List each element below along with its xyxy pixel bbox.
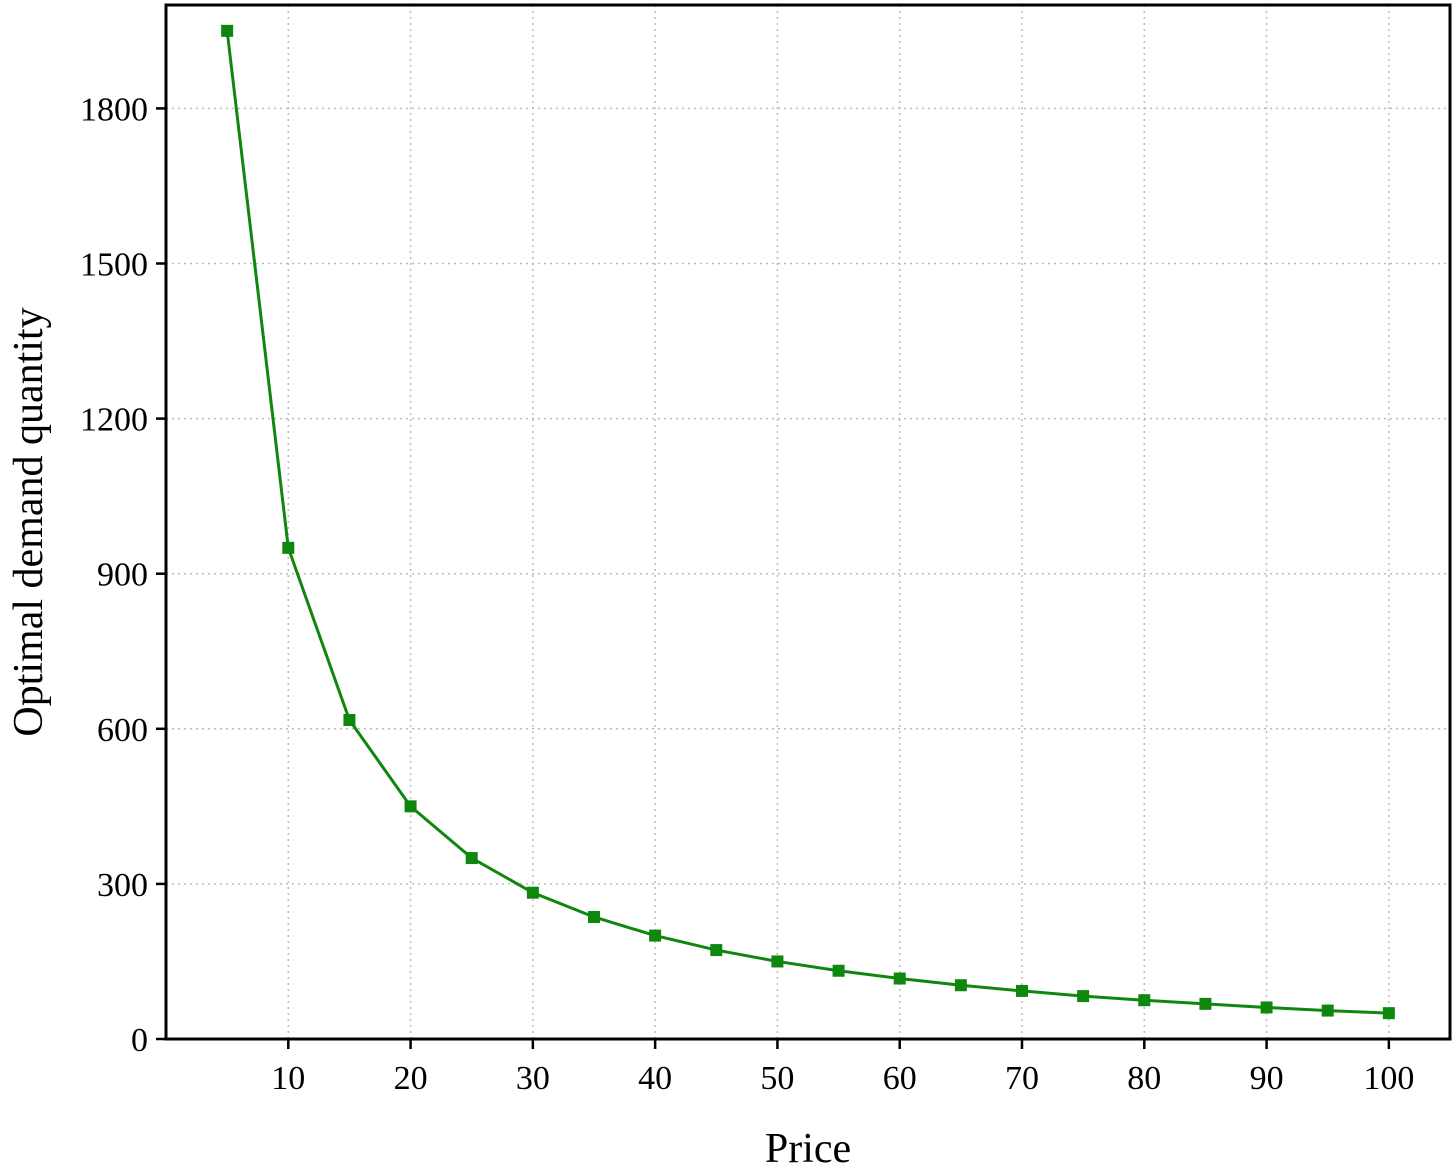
marker (1016, 984, 1028, 997)
y-tick-label: 0 (131, 1022, 148, 1059)
y-tick-label: 600 (97, 712, 148, 749)
marker (893, 972, 906, 985)
x-tick-label: 100 (1363, 1060, 1414, 1097)
marker (1321, 1004, 1334, 1017)
marker (588, 910, 600, 923)
x-tick-label: 20 (394, 1060, 428, 1097)
marker (771, 955, 784, 968)
x-tick-label: 60 (883, 1060, 917, 1097)
marker (282, 541, 295, 554)
marker (404, 800, 417, 813)
x-axis-label: Price (765, 1126, 851, 1169)
plot-frame (164, 3, 1452, 1041)
y-tick-label: 300 (97, 867, 148, 904)
marker (1382, 1007, 1395, 1020)
marker (221, 24, 234, 37)
marker (710, 944, 723, 957)
y-tick-label: 1200 (80, 402, 148, 439)
marker (1199, 997, 1212, 1010)
x-tick-label: 90 (1250, 1060, 1284, 1097)
marker (649, 929, 662, 942)
x-tick-label: 50 (760, 1060, 794, 1097)
data-line (225, 30, 1389, 1015)
marker (954, 979, 967, 992)
y-tick-label: 900 (97, 557, 148, 594)
marker (1138, 994, 1151, 1007)
marker (526, 886, 539, 899)
y-tick-label: 1500 (80, 247, 148, 284)
y-tick-label: 1800 (80, 91, 148, 128)
x-tick-label: 40 (638, 1060, 672, 1097)
marker (1077, 990, 1090, 1003)
marker (832, 964, 845, 977)
marker (343, 714, 356, 727)
y-axis-label: Optimal demand quantity (6, 307, 52, 736)
x-tick-label: 30 (516, 1060, 550, 1097)
x-tick-label: 10 (271, 1060, 305, 1097)
x-tick-label: 80 (1127, 1060, 1161, 1097)
x-tick-label: 70 (1005, 1060, 1039, 1097)
marker (1260, 1001, 1273, 1014)
marker (465, 852, 478, 865)
